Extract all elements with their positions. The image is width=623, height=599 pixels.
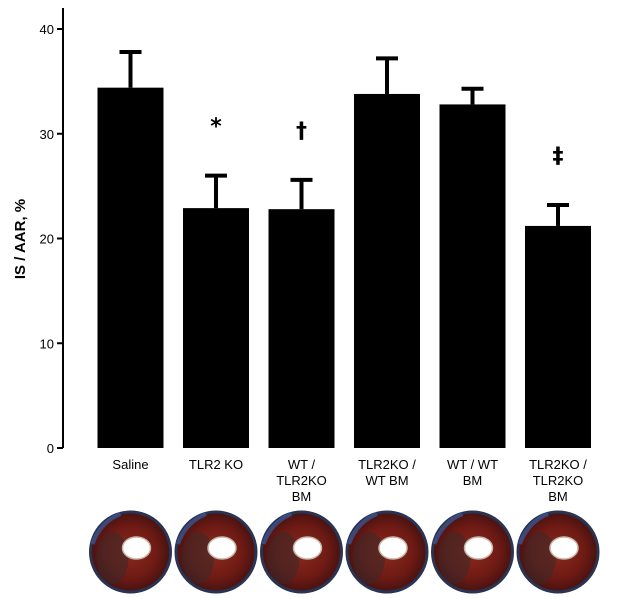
x-category-label: TLR2 KO	[189, 457, 243, 472]
bar	[268, 209, 335, 448]
bar	[525, 225, 591, 448]
y-axis-label: IS / AAR, %	[12, 199, 29, 279]
bar-chart: IS / AAR, % 0 10 20 30 40 * † ‡ Saline TLR2 KO W…	[12, 8, 591, 504]
tlr2ko-wt-bm-heart-section-image	[345, 510, 429, 594]
tlr2ko-tlr2ko-bm-heart-section-image	[516, 510, 600, 594]
x-category-label: WT / WT	[447, 457, 498, 472]
bar	[97, 87, 164, 448]
x-category-label: WT /	[288, 457, 316, 472]
y-tick-label: 30	[40, 127, 54, 142]
significance-marker: *	[210, 115, 222, 140]
wt-tlr2ko-bm-heart-section-image	[260, 510, 343, 594]
x-category-label: TLR2KO	[533, 473, 584, 488]
y-tick-label: 40	[40, 22, 54, 37]
saline-heart-section-image	[89, 510, 172, 594]
y-tick-label: 10	[40, 336, 54, 351]
x-category-label: BM	[463, 473, 483, 488]
significance-marker: †	[296, 119, 307, 144]
significance-markers: * † ‡	[210, 115, 563, 169]
y-axis-ticks: 0 10 20 30 40	[40, 22, 63, 456]
significance-marker: ‡	[553, 144, 564, 169]
bar	[439, 104, 506, 449]
bar	[354, 93, 420, 448]
x-category-label: Saline	[112, 457, 148, 472]
wt-wt-bm-heart-section-image	[431, 510, 514, 594]
y-tick-label: 20	[40, 232, 54, 247]
tlr2ko-heart-section-image	[174, 510, 258, 594]
x-category-label: BM	[548, 489, 568, 504]
x-category-label: BM	[292, 489, 312, 504]
x-category-label: WT BM	[365, 473, 408, 488]
x-category-label: TLR2KO	[276, 473, 327, 488]
y-tick-label: 0	[47, 441, 54, 456]
bar	[183, 208, 249, 448]
bars	[97, 50, 591, 449]
heart-section-images	[89, 510, 600, 594]
x-category-label: TLR2KO /	[529, 457, 587, 472]
x-category-label: TLR2KO /	[358, 457, 416, 472]
